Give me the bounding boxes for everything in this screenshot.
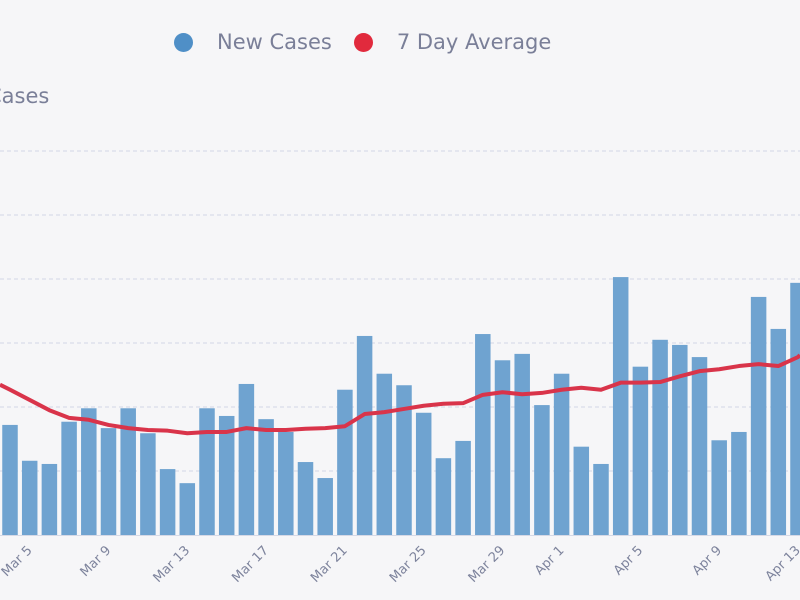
line-7-day-average — [0, 353, 800, 436]
bar-mar-27[interactable] — [455, 440, 471, 535]
bar-apr-9[interactable] — [711, 440, 727, 535]
bar-mar-10[interactable] — [120, 408, 136, 535]
x-tick-label: Apr 9 — [690, 543, 725, 578]
legend-item-new-cases[interactable]: New Cases — [174, 30, 332, 54]
bar-mar-20[interactable] — [317, 478, 333, 535]
bar-apr-1[interactable] — [553, 373, 570, 535]
bar-mar-13[interactable] — [179, 483, 196, 535]
average-line — [0, 353, 800, 436]
x-tick-label: Apr 13 — [763, 543, 800, 584]
bar-mar-8[interactable] — [81, 408, 97, 535]
bar-mar-12[interactable] — [159, 469, 176, 535]
bar-mar-5[interactable] — [21, 460, 38, 535]
x-tick-label: Mar 9 — [78, 543, 115, 580]
bar-apr-7[interactable] — [672, 344, 688, 535]
bar-mar-23[interactable] — [376, 373, 393, 535]
x-tick-label: Mar 17 — [229, 543, 272, 586]
bar-mar-21[interactable] — [337, 389, 353, 535]
bar-mar-17[interactable] — [258, 419, 274, 535]
bar-mar-9[interactable] — [100, 428, 117, 535]
x-axis-ticks: Mar 5 Mar 9 Mar 13 Mar 17 Mar 21 Mar 25 Mar 29… — [0, 543, 800, 586]
x-tick-label: Mar 29 — [466, 543, 509, 586]
legend-label-7-day-average: 7 Day Average — [396, 30, 552, 54]
bar-mar-28[interactable] — [475, 334, 491, 535]
bar-mar-19[interactable] — [297, 462, 314, 535]
bar-mar-24[interactable] — [396, 385, 412, 535]
bar-apr-4[interactable] — [612, 277, 629, 535]
bar-mar-16[interactable] — [238, 383, 255, 535]
bar-apr-3[interactable] — [593, 463, 609, 535]
bar-apr-11[interactable] — [750, 296, 767, 535]
y-axis-title: Cases — [0, 84, 50, 108]
legend-item-7-day-average[interactable]: 7 Day Average — [353, 30, 552, 54]
bar-apr-13[interactable] — [790, 282, 800, 535]
bar-apr-12[interactable] — [770, 328, 787, 535]
x-tick-label: Mar 21 — [308, 543, 351, 586]
x-tick-label: Mar 25 — [387, 543, 430, 586]
gridlines — [0, 150, 800, 536]
bar-mar-31[interactable] — [534, 405, 550, 535]
bar-mar-29[interactable] — [494, 360, 511, 535]
bar-apr-6[interactable] — [652, 339, 668, 535]
legend-marker-7-day-average — [353, 32, 373, 52]
x-tick-label: Mar 13 — [151, 543, 194, 586]
bar-mar-26[interactable] — [435, 458, 452, 535]
bar-mar-22[interactable] — [356, 335, 373, 535]
x-tick-label: Apr 5 — [611, 543, 646, 578]
legend-marker-new-cases — [174, 32, 193, 52]
bar-apr-2[interactable] — [573, 446, 590, 535]
legend-label-new-cases: New Cases — [217, 30, 332, 54]
bar-mar-4[interactable] — [2, 424, 18, 535]
bar-mar-15[interactable] — [218, 415, 235, 535]
x-tick-label: Apr 1 — [532, 543, 567, 578]
bar-mar-25[interactable] — [415, 412, 432, 535]
x-tick-label: Mar 5 — [0, 543, 36, 580]
bar-mar-11[interactable] — [140, 433, 156, 535]
bars-new-cases — [2, 277, 800, 535]
legend: New Cases 7 Day Average — [174, 30, 573, 54]
bar-mar-30[interactable] — [514, 353, 530, 535]
bar-apr-5[interactable] — [632, 366, 649, 535]
bar-mar-18[interactable] — [278, 431, 294, 535]
bar-mar-6[interactable] — [41, 463, 58, 535]
bar-mar-14[interactable] — [199, 408, 215, 535]
bar-apr-8[interactable] — [691, 357, 708, 535]
bar-mar-7[interactable] — [61, 421, 77, 535]
bar-apr-10[interactable] — [731, 431, 747, 535]
